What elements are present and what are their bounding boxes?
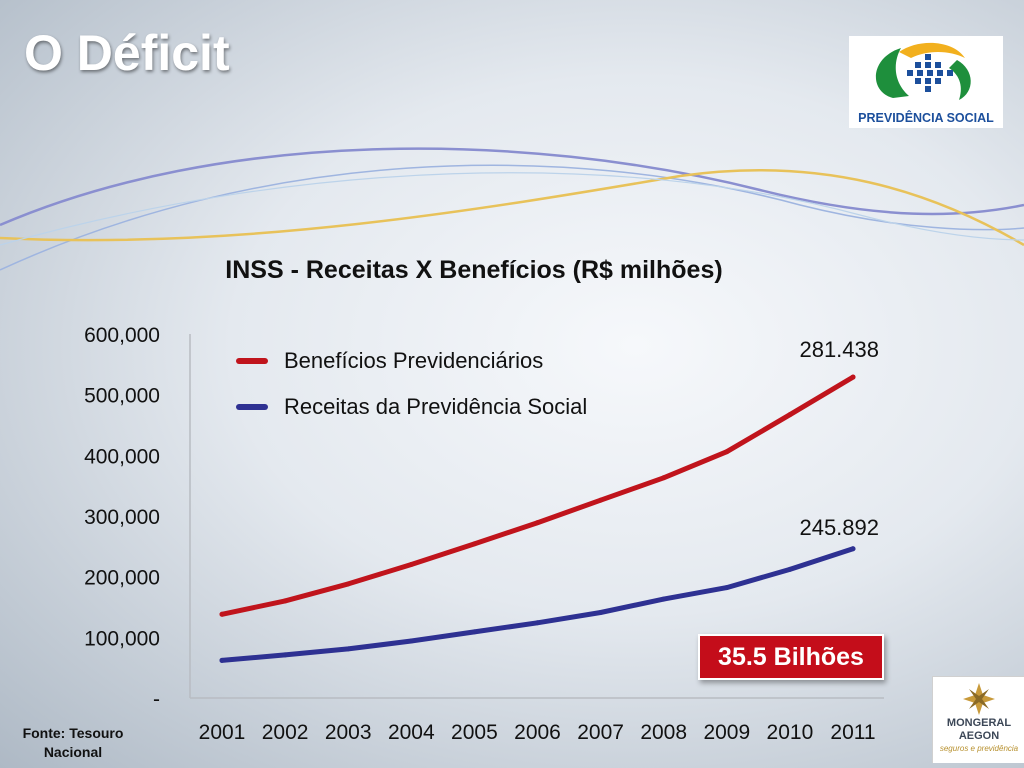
y-tick-label: 300,000 bbox=[84, 506, 160, 529]
mongeral-star-icon bbox=[963, 683, 995, 715]
legend-item-beneficios: Benefícios Previdenciários bbox=[236, 338, 587, 384]
data-point bbox=[219, 657, 225, 663]
x-tick-label: 2002 bbox=[262, 721, 309, 744]
x-tick-label: 2010 bbox=[767, 721, 814, 744]
x-tick-label: 2004 bbox=[388, 721, 435, 744]
mongeral-name: MONGERAL bbox=[946, 717, 1012, 729]
data-point bbox=[471, 541, 477, 547]
mongeral-aegon-logo: MONGERAL AEGON seguros e previdência bbox=[932, 676, 1024, 763]
data-point bbox=[724, 449, 730, 455]
y-tick-label: - bbox=[153, 688, 160, 711]
data-point bbox=[282, 598, 288, 604]
data-point bbox=[408, 562, 414, 568]
series-end-label: 245.892 bbox=[799, 515, 879, 540]
previdencia-logo-text: PREVIDÊNCIA SOCIAL bbox=[858, 110, 994, 125]
data-point bbox=[661, 475, 667, 481]
data-point bbox=[282, 652, 288, 658]
x-tick-label: 2009 bbox=[703, 721, 750, 744]
y-tick-label: 100,000 bbox=[84, 627, 160, 650]
data-point bbox=[787, 412, 793, 418]
mongeral-tagline: seguros e previdência bbox=[939, 744, 1019, 753]
data-point bbox=[345, 646, 351, 652]
chart-legend: Benefícios Previdenciários Receitas da P… bbox=[236, 338, 587, 430]
data-point bbox=[535, 620, 540, 626]
x-tick-label: 2005 bbox=[451, 721, 498, 744]
legend-label-beneficios: Benefícios Previdenciários bbox=[284, 348, 544, 373]
legend-label-receitas: Receitas da Previdência Social bbox=[284, 394, 588, 419]
data-point bbox=[850, 546, 856, 552]
previdencia-emblem-icon: PREVIDÊNCIA SOCIAL bbox=[858, 42, 994, 125]
aegon-name: AEGON bbox=[958, 730, 1000, 742]
data-point bbox=[724, 585, 730, 591]
y-tick-label: 200,000 bbox=[84, 567, 160, 590]
data-point bbox=[535, 520, 540, 526]
y-tick-label: 400,000 bbox=[84, 445, 160, 468]
x-tick-label: 2011 bbox=[830, 721, 875, 744]
data-point bbox=[219, 611, 225, 617]
data-point bbox=[850, 374, 856, 380]
x-tick-label: 2008 bbox=[640, 721, 687, 744]
data-point bbox=[471, 629, 477, 635]
y-tick-label: 500,000 bbox=[84, 385, 160, 408]
previdencia-social-logo: PREVIDÊNCIA SOCIAL bbox=[849, 36, 1003, 128]
data-point bbox=[598, 497, 604, 503]
legend-swatch-receitas bbox=[236, 404, 268, 410]
data-point bbox=[408, 638, 414, 644]
x-tick-label: 2007 bbox=[577, 721, 624, 744]
slide-title: O Déficit bbox=[24, 25, 230, 81]
legend-swatch-beneficios bbox=[236, 358, 268, 364]
data-point bbox=[661, 596, 667, 602]
source-note: Fonte: Tesouro Nacional bbox=[22, 725, 124, 760]
data-point bbox=[787, 566, 793, 572]
x-tick-label: 2003 bbox=[325, 721, 372, 744]
data-point bbox=[598, 609, 604, 615]
deficit-badge: 35.5 Bilhões bbox=[698, 634, 884, 680]
legend-item-receitas: Receitas da Previdência Social bbox=[236, 384, 587, 430]
data-point bbox=[345, 581, 351, 587]
y-tick-label: 600,000 bbox=[84, 324, 160, 347]
series-end-label: 281.438 bbox=[799, 337, 879, 362]
chart-title: INSS - Receitas X Benefícios (R$ milhões… bbox=[225, 256, 722, 284]
x-tick-label: 2006 bbox=[514, 721, 561, 744]
x-tick-label: 2001 bbox=[199, 721, 246, 744]
